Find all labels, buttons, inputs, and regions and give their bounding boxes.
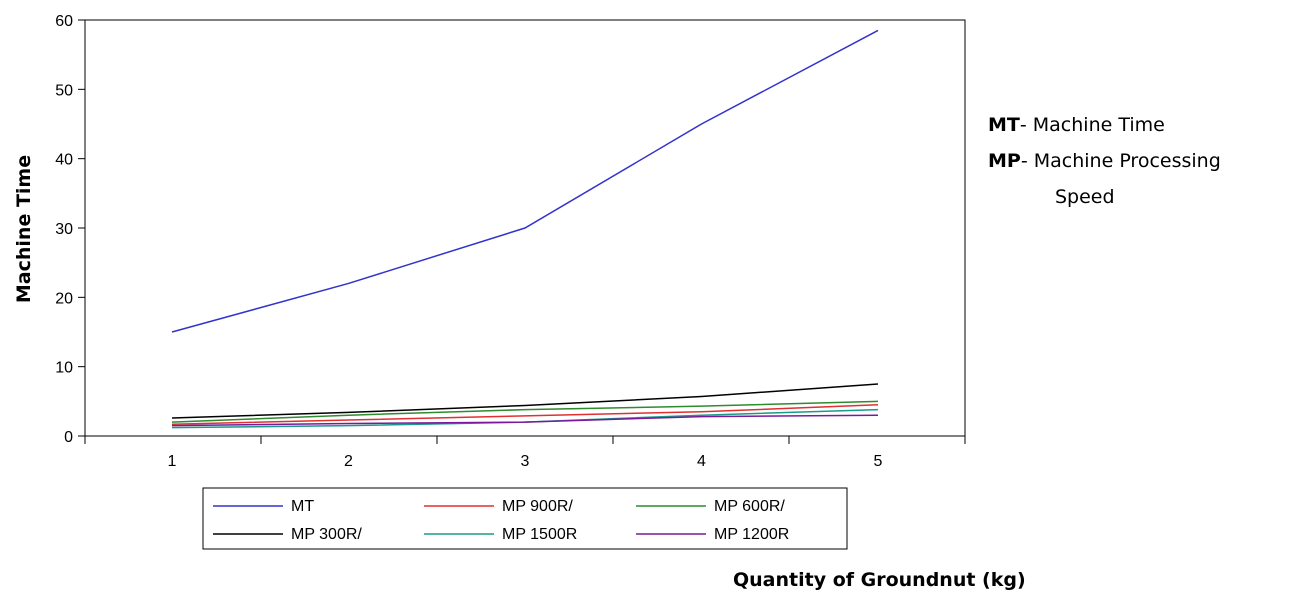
y-axis-label: Machine Time xyxy=(13,155,35,303)
x-tick-label: 4 xyxy=(697,453,706,470)
x-tick-label: 2 xyxy=(344,453,353,470)
legend-box xyxy=(202,487,848,550)
legend-label: MP 1200R xyxy=(714,526,789,543)
note-mp-text: - Machine Processing xyxy=(1020,150,1221,172)
y-axis: 0 10 20 30 40 50 60 xyxy=(55,13,85,446)
y-tick-label: 40 xyxy=(55,152,73,169)
legend-label: MP 900R/ xyxy=(502,498,573,515)
legend-label: MT xyxy=(291,498,314,515)
note-mp-cont: Speed xyxy=(1055,186,1115,208)
x-tick-label: 5 xyxy=(874,453,883,470)
note-mt-abbr: MT xyxy=(988,114,1020,136)
legend-label: MP 1500R xyxy=(502,526,577,543)
series-line-mp-300r xyxy=(171,383,879,419)
y-tick-label: 30 xyxy=(55,221,73,238)
note-mp-text-cont: Speed xyxy=(1055,186,1115,208)
note-mp-abbr: MP xyxy=(988,150,1021,172)
y-tick-label: 0 xyxy=(64,429,73,446)
y-tick-label: 10 xyxy=(55,360,73,377)
x-tick-label: 1 xyxy=(168,453,177,470)
legend-label: MP 300R/ xyxy=(291,526,362,543)
legend: MT MP 900R/MP 600R/MP 300R/MP 1500R MP 120… xyxy=(202,487,848,550)
y-tick-label: 20 xyxy=(55,290,73,307)
x-tick-label: 3 xyxy=(521,453,530,470)
x-axis: 1 2 3 4 5 xyxy=(84,436,966,470)
series-line-mt xyxy=(171,29,879,333)
x-axis-label: Quantity of Groundnut (kg) xyxy=(733,569,1026,591)
note-mp: MP- Machine Processing xyxy=(988,150,1221,172)
y-tick-label: 60 xyxy=(55,13,73,30)
series-line-mp-900r xyxy=(171,404,879,425)
series-line-mp-1200r xyxy=(171,414,879,427)
note-mt: MT- Machine Time xyxy=(988,114,1165,136)
series-line-mp-600r xyxy=(171,400,879,423)
note-mt-text: - Machine Time xyxy=(1019,114,1165,136)
series-lines xyxy=(171,29,879,429)
y-tick-label: 50 xyxy=(55,82,73,99)
legend-label: MP 600R/ xyxy=(714,498,785,515)
